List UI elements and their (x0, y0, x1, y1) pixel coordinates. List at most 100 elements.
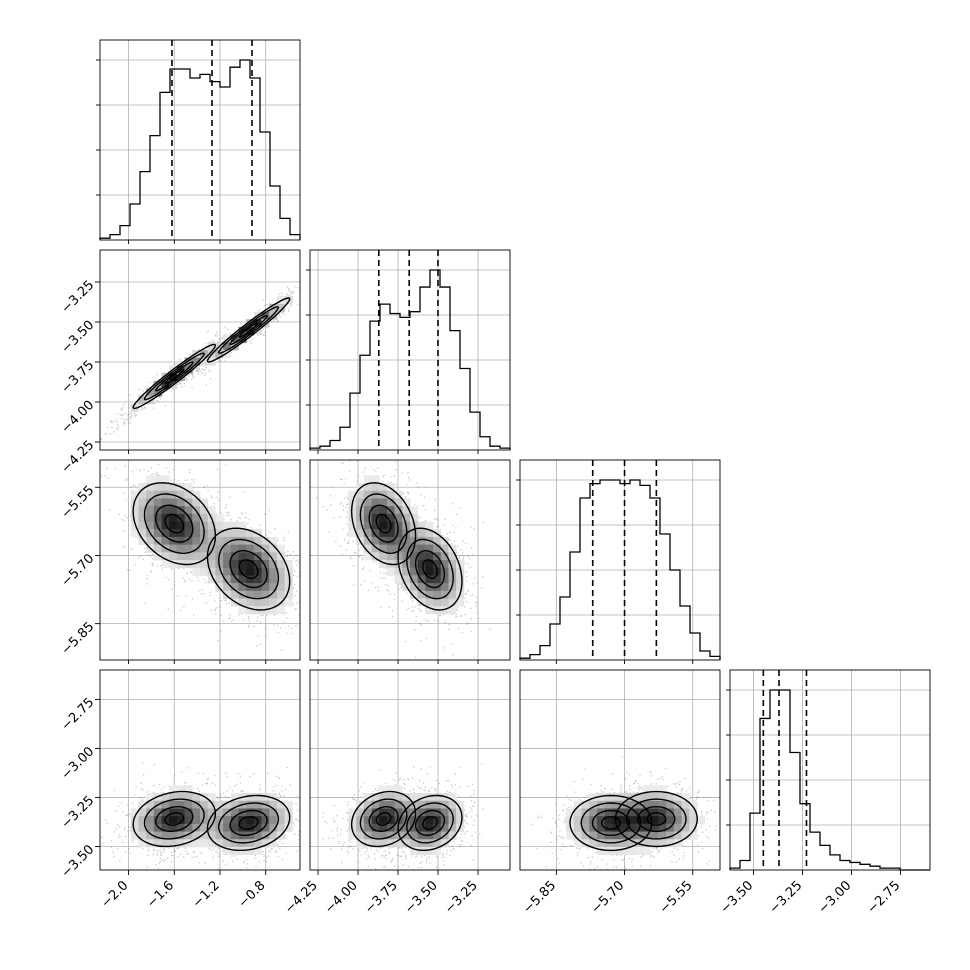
density-cell (207, 342, 216, 351)
x-tick-label: −3.75 (362, 878, 401, 917)
density-cell (146, 521, 155, 530)
contour-line (143, 798, 205, 840)
density-cell (276, 816, 286, 825)
density-cell (246, 793, 255, 802)
density-cell (612, 831, 621, 840)
density-cell (456, 598, 465, 607)
density-cell (650, 785, 659, 794)
density-cell (448, 552, 457, 561)
contour-line (350, 790, 417, 848)
density-cell (604, 816, 613, 825)
density-cell (284, 823, 293, 832)
density-cell (146, 483, 155, 492)
density-cell (130, 831, 139, 840)
density-cell (146, 490, 155, 499)
density-cell (153, 823, 162, 832)
density-cell (269, 793, 278, 802)
x-tick-label: −0.8 (236, 878, 269, 911)
density-cell (146, 800, 155, 809)
density-cell (658, 839, 667, 848)
density-cell (363, 513, 372, 522)
contour-line (155, 806, 194, 832)
density-cell (456, 800, 465, 809)
density-cell (379, 816, 388, 825)
density-cell (253, 823, 262, 832)
density-cell (433, 575, 442, 584)
density-cell (440, 808, 449, 817)
density-cell (356, 823, 365, 832)
density-cell (169, 373, 178, 382)
density-cell (192, 350, 201, 359)
density-cell (371, 808, 380, 817)
density-cell (215, 536, 224, 546)
density-cell (215, 808, 224, 817)
density-cell (261, 839, 270, 848)
y-tick-label: −5.70 (59, 551, 98, 590)
density-cell (612, 846, 621, 856)
density-cell (363, 506, 372, 515)
density-cell (620, 823, 629, 832)
density-cell (200, 560, 209, 569)
density-cell (410, 831, 419, 840)
density-cell (402, 513, 411, 522)
density-cell (161, 793, 170, 802)
scatter-panel (99, 669, 301, 871)
contour-line (206, 794, 291, 851)
density-cell (192, 498, 201, 507)
density-cell (253, 536, 262, 546)
contour-line (375, 812, 392, 826)
density-cell (253, 839, 262, 848)
density-cell (207, 839, 216, 848)
density-cell (246, 816, 255, 825)
density-cell (689, 831, 698, 840)
contour-line (229, 314, 268, 346)
density-cell (192, 808, 201, 817)
density-cell (215, 350, 224, 359)
contour-line (164, 513, 185, 534)
density-cell (238, 606, 247, 615)
density-cell (200, 357, 209, 366)
density-cell (666, 800, 675, 809)
density-cell (456, 567, 465, 576)
density-cell (612, 816, 621, 825)
density-cell (363, 808, 372, 817)
y-tick-label: −3.75 (59, 358, 98, 397)
density-cell (238, 567, 247, 576)
density-cell (394, 513, 403, 522)
y-tick-label: −3.50 (59, 842, 98, 881)
density-cell (371, 544, 380, 553)
density-cell (230, 342, 239, 351)
density-cell (425, 846, 434, 856)
density-cell (138, 816, 147, 825)
density-cell (658, 800, 667, 809)
density-cell (643, 808, 652, 817)
density-cell (425, 808, 434, 817)
density-cell (417, 793, 426, 802)
density-cell (410, 529, 419, 538)
density-cell (269, 560, 278, 569)
density-cell (425, 606, 434, 615)
density-cell (276, 575, 286, 584)
contour-line (132, 343, 217, 410)
density-cell (410, 793, 419, 802)
density-cell (207, 816, 216, 825)
density-cell (589, 793, 598, 802)
density-cell (402, 575, 411, 584)
density-cell (184, 808, 193, 817)
density-cell (253, 793, 262, 802)
density-cell (620, 846, 629, 856)
contour-line (397, 794, 463, 851)
density-cell (417, 598, 426, 607)
density-cell (246, 552, 255, 561)
density-cell (253, 846, 262, 856)
contour-line (238, 816, 259, 830)
density-cell (161, 475, 170, 484)
density-cell (417, 560, 426, 569)
density-cell (184, 552, 193, 561)
density-cell (573, 800, 582, 809)
density-cell (386, 793, 396, 802)
density-cell (379, 483, 388, 492)
density-cell (161, 483, 170, 492)
density-cell (269, 590, 278, 599)
density-cell (192, 839, 201, 848)
